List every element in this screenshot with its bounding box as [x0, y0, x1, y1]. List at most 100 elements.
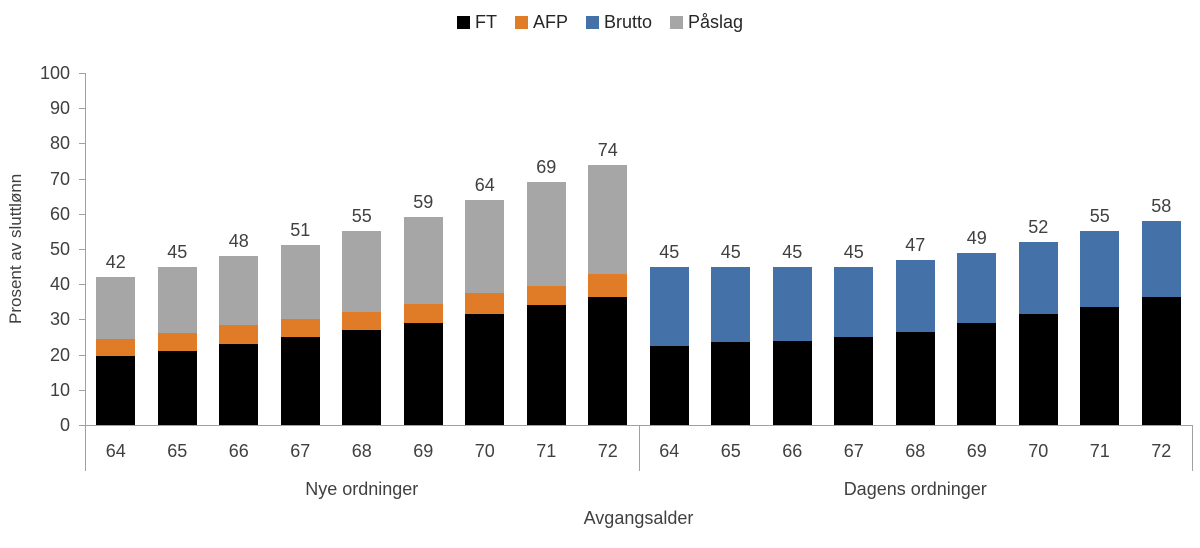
bar-segment-ft [834, 337, 874, 425]
bar-segment-afp [157, 333, 197, 352]
bar-segment-ft [219, 344, 259, 425]
bar-segment-paaslag [280, 245, 320, 320]
bar-segment-ft [526, 305, 566, 425]
legend-item-paaslag: Påslag [670, 12, 743, 33]
bar-total-label: 55 [1089, 206, 1110, 227]
bar-segment-ft [157, 351, 197, 425]
bar-segment-afp [219, 324, 259, 345]
y-axis-line [85, 73, 86, 425]
legend-label-paaslag: Påslag [688, 12, 744, 32]
legend-swatch-paaslag [670, 16, 683, 29]
legend-swatch-ft [456, 16, 470, 29]
y-tick-label: 10 [49, 379, 70, 400]
bar-segment-brutto [1141, 220, 1181, 297]
bar-total-label: 45 [782, 241, 803, 262]
bar-segment-paaslag [219, 256, 259, 325]
bar-segment-afp [280, 319, 320, 337]
bar-segment-brutto [1080, 231, 1120, 308]
bar-total-label: 51 [290, 220, 311, 241]
y-tick-mark [79, 425, 85, 426]
bar-segment-afp [403, 303, 443, 323]
x-tick-label: 69 [413, 441, 434, 461]
bar-segment-ft [588, 296, 628, 425]
x-tick-label: 69 [966, 441, 987, 461]
bar-total-label: 42 [105, 252, 126, 273]
legend-label-brutto: Brutto [603, 12, 652, 32]
bar-segment-ft [957, 322, 997, 425]
bar-segment-paaslag [96, 277, 136, 339]
x-axis-title: Avgangsalder [583, 508, 694, 528]
x-tick-label: 64 [659, 441, 680, 461]
bar-total-label: 74 [597, 139, 618, 160]
legend: FT AFP Brutto Påslag [0, 12, 1200, 33]
bar-segment-paaslag [526, 182, 566, 286]
category-separator [1192, 425, 1193, 471]
bar-segment-paaslag [157, 266, 197, 334]
legend-swatch-brutto [585, 16, 599, 29]
x-tick-label: 65 [167, 441, 188, 461]
bar-segment-brutto [772, 266, 812, 341]
y-tick-mark [79, 143, 85, 145]
y-tick-mark [79, 389, 85, 391]
x-tick-label: 66 [228, 441, 249, 461]
bar-segment-ft [895, 331, 935, 425]
x-tick-label: 70 [1028, 441, 1049, 461]
bar-segment-afp [96, 338, 136, 357]
bar-segment-ft [649, 345, 689, 425]
bar-segment-ft [1141, 296, 1181, 425]
legend-item-brutto: Brutto [585, 12, 652, 33]
y-tick-label: 30 [49, 309, 70, 330]
bar-segment-afp [342, 312, 382, 330]
group-label-1: Nye ordninger [305, 479, 419, 499]
bar-total-label: 45 [659, 241, 680, 262]
x-tick-label: 67 [843, 441, 864, 461]
x-tick-label: 66 [782, 441, 803, 461]
bar-total-label: 52 [1028, 216, 1049, 237]
x-tick-label: 72 [1151, 441, 1172, 461]
bar-total-label: 49 [966, 227, 987, 248]
x-tick-label: 67 [290, 441, 311, 461]
y-tick-label: 50 [49, 239, 70, 259]
bar-segment-brutto [957, 252, 997, 323]
bar-total-label: 45 [167, 241, 188, 262]
bar-segment-ft [711, 342, 751, 425]
bar-total-label: 59 [413, 192, 434, 213]
bar-total-label: 58 [1151, 195, 1172, 216]
bar-segment-brutto [895, 259, 935, 332]
legend-label-afp: AFP [532, 12, 568, 32]
y-tick-label: 70 [49, 168, 70, 189]
bar-segment-afp [526, 285, 566, 306]
x-tick-label: 71 [536, 441, 557, 461]
bar-segment-afp [465, 293, 505, 315]
y-tick-mark [79, 249, 85, 250]
bar-segment-ft [96, 356, 136, 425]
bar-segment-paaslag [588, 164, 628, 274]
legend-label-ft: FT [474, 12, 497, 32]
bar-total-label: 47 [905, 234, 926, 255]
x-tick-label: 72 [597, 441, 618, 461]
x-tick-label: 64 [105, 441, 126, 461]
bar-segment-ft [1018, 314, 1058, 425]
y-tick-label: 60 [49, 203, 70, 224]
y-tick-mark [79, 354, 85, 356]
bar-total-label: 69 [536, 157, 557, 178]
y-tick-mark [79, 178, 85, 180]
bar-total-label: 45 [720, 241, 741, 262]
bar-segment-ft [280, 337, 320, 425]
x-tick-label: 65 [720, 441, 741, 461]
bar-segment-brutto [1018, 241, 1058, 315]
legend-item-ft: FT [456, 12, 497, 33]
x-tick-label: 68 [905, 441, 926, 461]
legend-item-afp: AFP [514, 12, 568, 33]
y-tick-label: 40 [49, 274, 70, 295]
y-tick-label: 100 [39, 63, 70, 83]
y-tick-mark [79, 108, 85, 110]
bar-segment-ft [465, 314, 505, 425]
bar-segment-paaslag [342, 231, 382, 313]
bar-total-label: 64 [474, 174, 495, 195]
y-tick-label: 20 [49, 344, 70, 365]
category-separator [85, 425, 86, 471]
bar-segment-ft [1080, 307, 1120, 425]
bar-segment-afp [588, 273, 628, 297]
